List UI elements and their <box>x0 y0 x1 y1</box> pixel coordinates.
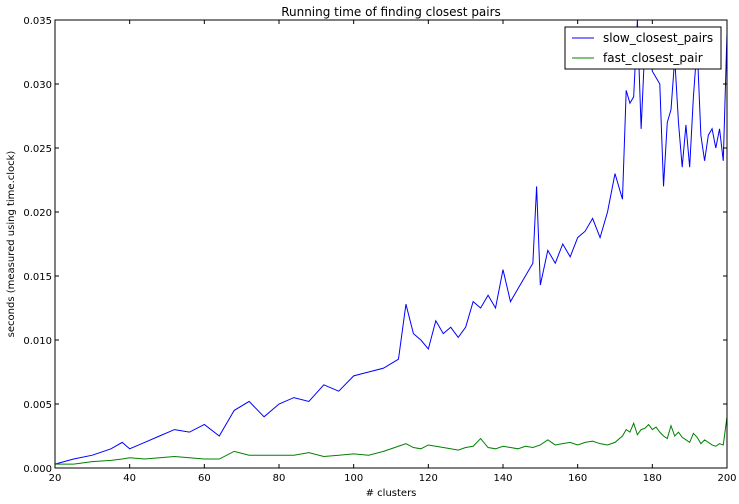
y-axis-label: seconds (measured using time.clock) <box>6 151 17 338</box>
y-tick-label: 0.005 <box>23 400 52 411</box>
plot-frame <box>54 19 728 469</box>
series-line-fast-closest-pair <box>55 416 728 465</box>
y-tick-label: 0.030 <box>23 80 52 91</box>
x-tick-label: 60 <box>198 473 211 484</box>
x-tick-label: 20 <box>49 473 62 484</box>
y-tick-label: 0.035 <box>23 16 52 27</box>
y-tick-label: 0.000 <box>23 464 52 475</box>
axis-ticks: 20 40 60 80 100 120 140 160 180 200 0.000 0.005 0.01… <box>23 16 736 484</box>
x-tick-label: 100 <box>344 473 363 484</box>
x-tick-label: 180 <box>643 473 662 484</box>
legend: slow_closest_pairs fast_closest_pair <box>564 26 722 70</box>
x-tick-label: 160 <box>568 473 587 484</box>
x-axis-label: # clusters <box>366 488 417 499</box>
x-tick-label: 200 <box>717 473 736 484</box>
legend-box <box>564 26 722 70</box>
legend-label-fast: fast_closest_pair <box>603 51 703 65</box>
x-tick-label: 120 <box>419 473 438 484</box>
x-tick-label: 80 <box>273 473 286 484</box>
plot-area <box>54 19 728 465</box>
x-tick-label: 40 <box>123 473 136 484</box>
y-tick-label: 0.025 <box>23 144 52 155</box>
y-tick-label: 0.010 <box>23 336 52 347</box>
x-tick-label: 140 <box>493 473 512 484</box>
series-line-slow-closest-pairs <box>54 19 728 465</box>
y-tick-label: 0.015 <box>23 272 52 283</box>
y-tick-label: 0.020 <box>23 208 52 219</box>
legend-label-slow: slow_closest_pairs <box>603 31 713 45</box>
chart-title: Running time of finding closest pairs <box>281 5 501 19</box>
